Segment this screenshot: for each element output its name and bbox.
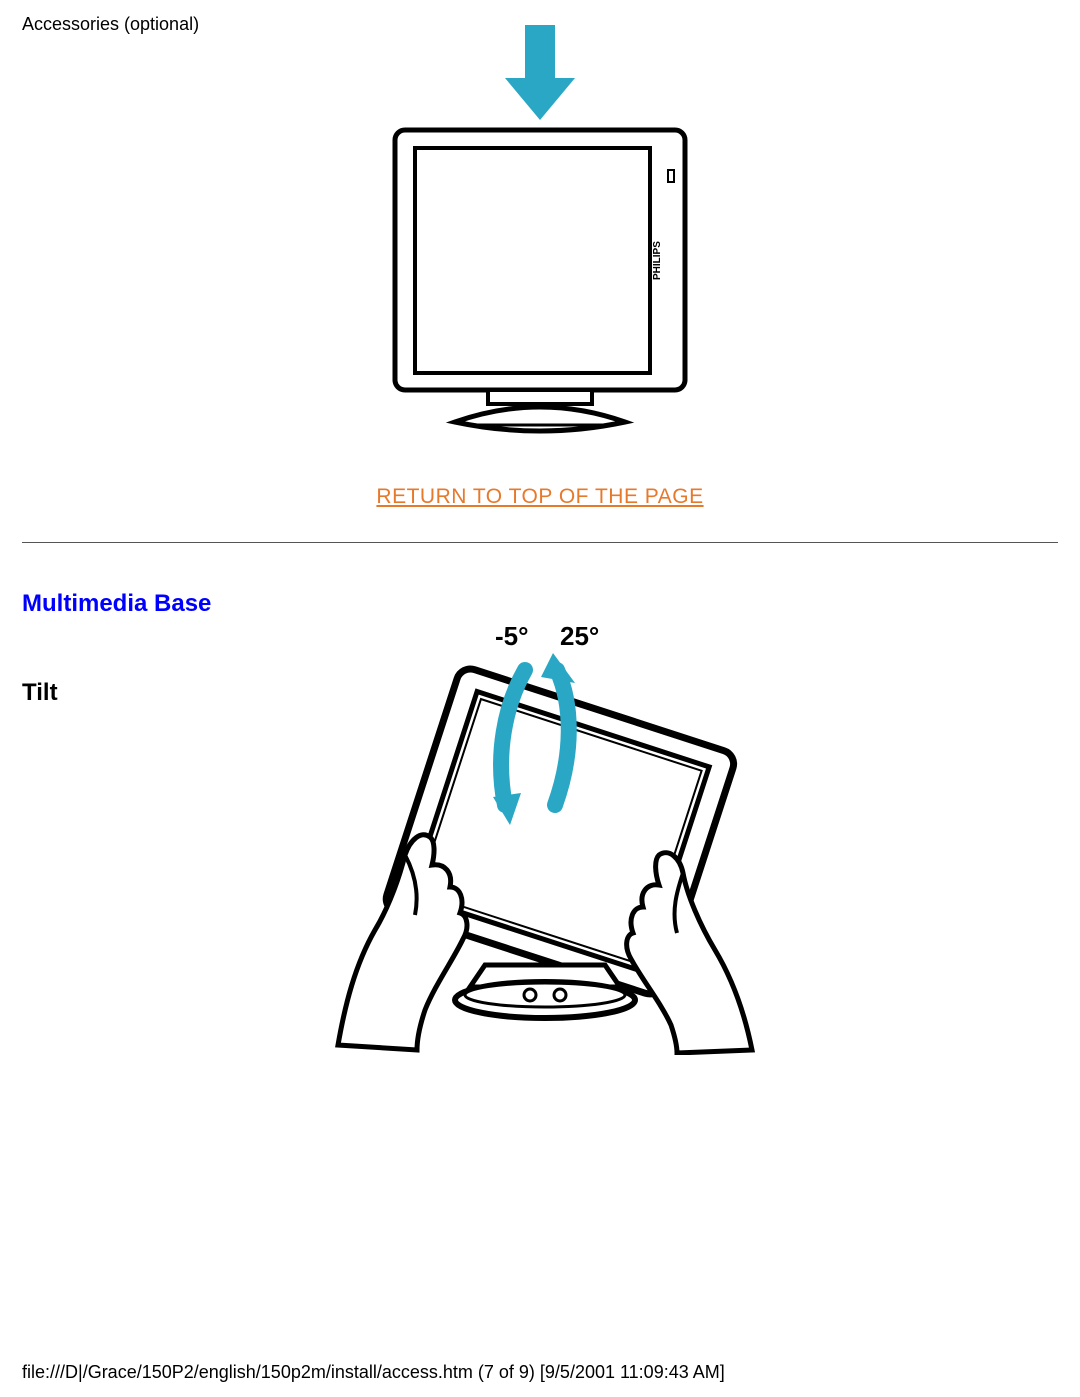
section-divider — [22, 542, 1058, 543]
left-hand-icon — [338, 835, 467, 1050]
tilt-max-label: 25° — [560, 621, 599, 651]
tilt-min-label: -5° — [495, 621, 529, 651]
svg-text:PHILIPS: PHILIPS — [652, 241, 663, 280]
return-to-top-link[interactable]: RETURN TO TOP OF THE PAGE — [376, 485, 703, 508]
subheading-tilt: Tilt — [22, 679, 58, 707]
figure-monitor-insert: PHILIPS — [280, 20, 800, 455]
page-header-text: Accessories (optional) — [22, 14, 199, 35]
figure-monitor-tilt: -5° 25° — [335, 615, 755, 1060]
footer-path-text: file:///D|/Grace/150P2/english/150p2m/in… — [22, 1362, 725, 1383]
down-arrow-icon — [505, 25, 575, 120]
section-heading-multimedia-base: Multimedia Base — [22, 590, 211, 618]
